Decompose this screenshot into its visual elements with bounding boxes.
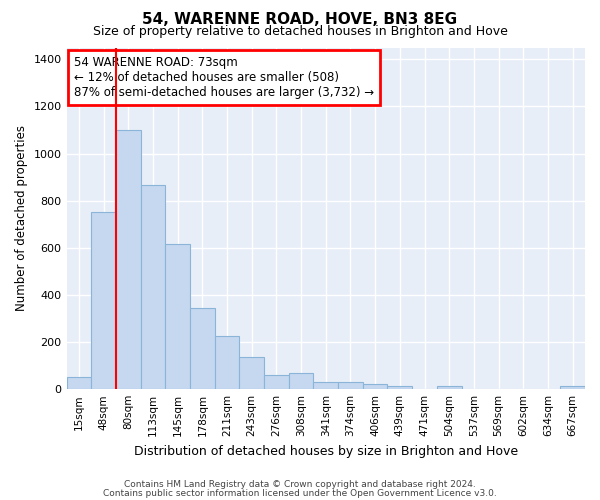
Text: Contains public sector information licensed under the Open Government Licence v3: Contains public sector information licen… — [103, 488, 497, 498]
Bar — [116, 130, 140, 389]
Text: Contains HM Land Registry data © Crown copyright and database right 2024.: Contains HM Land Registry data © Crown c… — [124, 480, 476, 489]
Bar — [67, 378, 91, 389]
Bar — [190, 308, 215, 389]
Bar — [560, 386, 585, 389]
Bar — [313, 382, 338, 389]
Bar — [91, 212, 116, 389]
Bar — [437, 386, 461, 389]
Bar — [165, 244, 190, 389]
Bar — [289, 372, 313, 389]
Bar — [215, 336, 239, 389]
Y-axis label: Number of detached properties: Number of detached properties — [15, 126, 28, 312]
Bar — [239, 358, 264, 389]
Bar — [264, 375, 289, 389]
Bar — [388, 386, 412, 389]
Bar — [363, 384, 388, 389]
Bar — [140, 186, 165, 389]
X-axis label: Distribution of detached houses by size in Brighton and Hove: Distribution of detached houses by size … — [134, 444, 518, 458]
Text: 54, WARENNE ROAD, HOVE, BN3 8EG: 54, WARENNE ROAD, HOVE, BN3 8EG — [142, 12, 458, 28]
Text: 54 WARENNE ROAD: 73sqm
← 12% of detached houses are smaller (508)
87% of semi-de: 54 WARENNE ROAD: 73sqm ← 12% of detached… — [74, 56, 374, 99]
Bar — [338, 382, 363, 389]
Text: Size of property relative to detached houses in Brighton and Hove: Size of property relative to detached ho… — [92, 25, 508, 38]
